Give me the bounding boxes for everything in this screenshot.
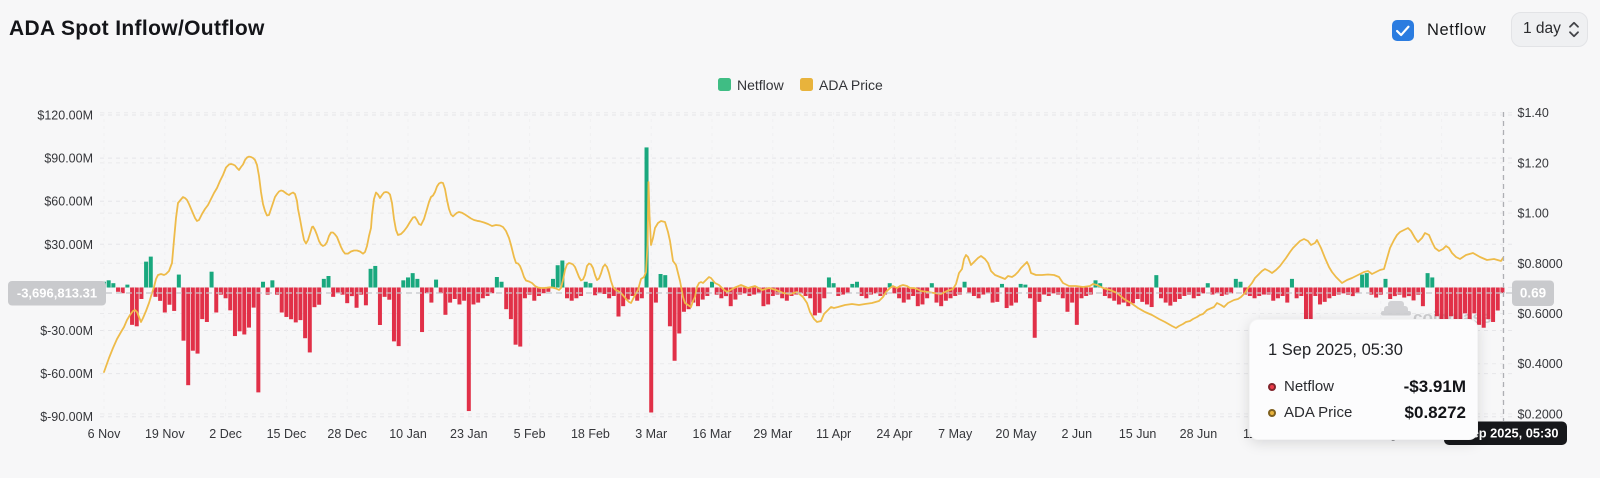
svg-text:2 Dec: 2 Dec [209,427,242,441]
svg-text:10 Jan: 10 Jan [389,427,427,441]
svg-text:11 Apr: 11 Apr [816,427,851,441]
svg-text:6 Nov: 6 Nov [88,427,121,441]
svg-text:$90.00M: $90.00M [44,152,93,166]
svg-text:28 Dec: 28 Dec [327,427,367,441]
svg-text:$0.6000: $0.6000 [1518,307,1563,321]
svg-text:19 Nov: 19 Nov [145,427,185,441]
svg-text:2 Jun: 2 Jun [1062,427,1093,441]
svg-text:15 Jun: 15 Jun [1119,427,1157,441]
svg-text:$1.40: $1.40 [1518,106,1549,120]
svg-text:5 Feb: 5 Feb [514,427,546,441]
svg-text:$-90.00M: $-90.00M [40,410,93,424]
svg-text:0.69: 0.69 [1520,286,1546,301]
svg-text:$-60.00M: $-60.00M [40,367,93,381]
svg-text:$0.2000: $0.2000 [1518,407,1563,421]
svg-text:1 Sep 2025, 05:30: 1 Sep 2025, 05:30 [1452,426,1558,441]
svg-text:$30.00M: $30.00M [44,238,93,252]
svg-text:18 Feb: 18 Feb [571,427,610,441]
svg-text:7 May: 7 May [938,427,973,441]
svg-text:$0.8000: $0.8000 [1518,257,1563,271]
svg-text:$1.00: $1.00 [1518,207,1549,221]
svg-text:24 Apr: 24 Apr [876,427,912,441]
svg-text:28 Jun: 28 Jun [1180,427,1218,441]
svg-text:15 Dec: 15 Dec [267,427,307,441]
svg-text:$60.00M: $60.00M [44,195,93,209]
svg-text:20 May: 20 May [996,427,1038,441]
svg-text:$120.00M: $120.00M [37,109,93,123]
svg-text:-3,696,813.31: -3,696,813.31 [17,286,97,301]
svg-text:16 Mar: 16 Mar [693,427,732,441]
svg-text:$0.4000: $0.4000 [1518,357,1563,371]
svg-text:$-30.00M: $-30.00M [40,324,93,338]
svg-text:3 Mar: 3 Mar [635,427,667,441]
svg-text:$1.20: $1.20 [1518,156,1549,170]
svg-text:23 Jan: 23 Jan [450,427,488,441]
svg-text:29 Mar: 29 Mar [753,427,792,441]
